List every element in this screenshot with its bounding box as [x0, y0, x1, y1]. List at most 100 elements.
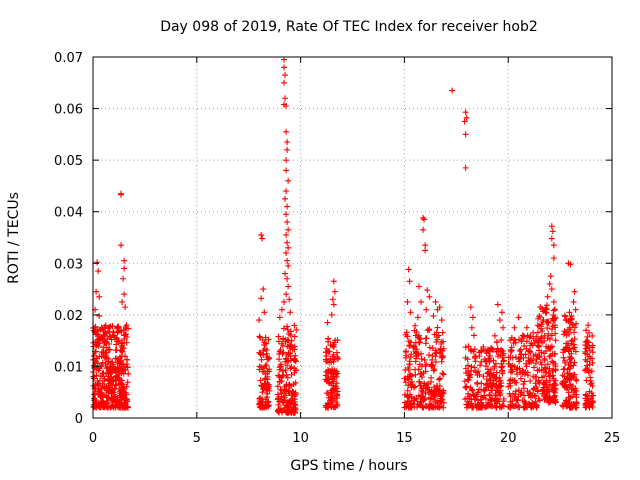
- data-point: [440, 399, 447, 406]
- data-point: [423, 306, 430, 313]
- data-point: [533, 383, 540, 390]
- data-point: [480, 373, 487, 380]
- data-point: [439, 370, 446, 377]
- data-point: [408, 393, 415, 400]
- data-point: [496, 392, 503, 399]
- data-point: [546, 280, 553, 287]
- data-point: [281, 387, 288, 394]
- data-point: [433, 382, 440, 389]
- data-point: [406, 361, 413, 368]
- data-point: [464, 404, 471, 411]
- data-point: [542, 309, 549, 316]
- data-point: [432, 298, 439, 305]
- data-point: [544, 325, 551, 332]
- data-point: [560, 366, 567, 373]
- data-point: [568, 338, 575, 345]
- data-point: [405, 338, 412, 345]
- data-point: [540, 308, 547, 315]
- data-point: [327, 342, 334, 349]
- data-point: [406, 278, 413, 285]
- data-point: [582, 367, 589, 374]
- data-point: [507, 382, 514, 389]
- data-point: [94, 378, 101, 385]
- data-point: [470, 348, 477, 355]
- data-point: [265, 398, 272, 405]
- data-point: [430, 367, 437, 374]
- data-point: [440, 345, 447, 352]
- data-point: [107, 364, 114, 371]
- data-point: [94, 327, 101, 334]
- data-point: [548, 286, 555, 293]
- data-point: [549, 387, 556, 394]
- data-point: [438, 317, 445, 324]
- data-point: [588, 368, 595, 375]
- data-point: [324, 319, 331, 326]
- data-point: [570, 362, 577, 369]
- data-point: [98, 389, 105, 396]
- data-point: [276, 314, 283, 321]
- data-point: [544, 293, 551, 300]
- data-point: [97, 333, 104, 340]
- data-point: [414, 401, 421, 408]
- data-point: [491, 332, 498, 339]
- data-point: [90, 375, 97, 382]
- data-point: [331, 387, 338, 394]
- data-point: [122, 389, 129, 396]
- data-point: [117, 380, 124, 387]
- data-point: [416, 332, 423, 339]
- data-point: [104, 387, 111, 394]
- data-point: [122, 304, 129, 311]
- data-point: [287, 365, 294, 372]
- data-point: [530, 364, 537, 371]
- data-point: [120, 275, 127, 282]
- data-point: [259, 383, 266, 390]
- data-point: [491, 365, 498, 372]
- data-point: [406, 342, 413, 349]
- data-point: [497, 351, 504, 358]
- data-point: [565, 361, 572, 368]
- data-point: [569, 393, 576, 400]
- data-point: [463, 384, 470, 391]
- data-point: [413, 352, 420, 359]
- data-point: [566, 309, 573, 316]
- data-point: [551, 322, 558, 329]
- data-point: [590, 392, 597, 399]
- data-point: [519, 397, 526, 404]
- data-point: [276, 409, 283, 416]
- data-point: [547, 273, 554, 280]
- data-point: [100, 328, 107, 335]
- data-point: [529, 357, 536, 364]
- data-point: [422, 335, 429, 342]
- data-point: [589, 344, 596, 351]
- data-point: [539, 374, 545, 381]
- data-point: [92, 348, 99, 355]
- data-point: [283, 371, 290, 378]
- data-point: [549, 368, 556, 375]
- data-point: [470, 332, 477, 339]
- data-point: [263, 346, 270, 353]
- data-point: [589, 349, 596, 356]
- data-point: [567, 316, 574, 323]
- data-point: [513, 379, 520, 386]
- data-point: [468, 324, 475, 331]
- data-point: [583, 327, 590, 334]
- data-point: [262, 362, 269, 369]
- data-point: [123, 339, 130, 346]
- data-point: [559, 381, 566, 388]
- data-point: [92, 341, 99, 348]
- data-point: [550, 359, 557, 366]
- data-point: [110, 329, 117, 336]
- data-point: [559, 372, 566, 379]
- data-point: [123, 322, 130, 329]
- data-point: [287, 342, 294, 349]
- data-point: [95, 403, 102, 410]
- grid-lines: [93, 57, 612, 418]
- y-tick-label: 0.02: [54, 309, 83, 324]
- data-point: [587, 398, 594, 405]
- data-point: [469, 314, 476, 321]
- data-point: [429, 356, 436, 363]
- data-point: [510, 340, 517, 347]
- data-point: [257, 351, 264, 358]
- data-point: [589, 382, 596, 389]
- data-point: [499, 367, 506, 374]
